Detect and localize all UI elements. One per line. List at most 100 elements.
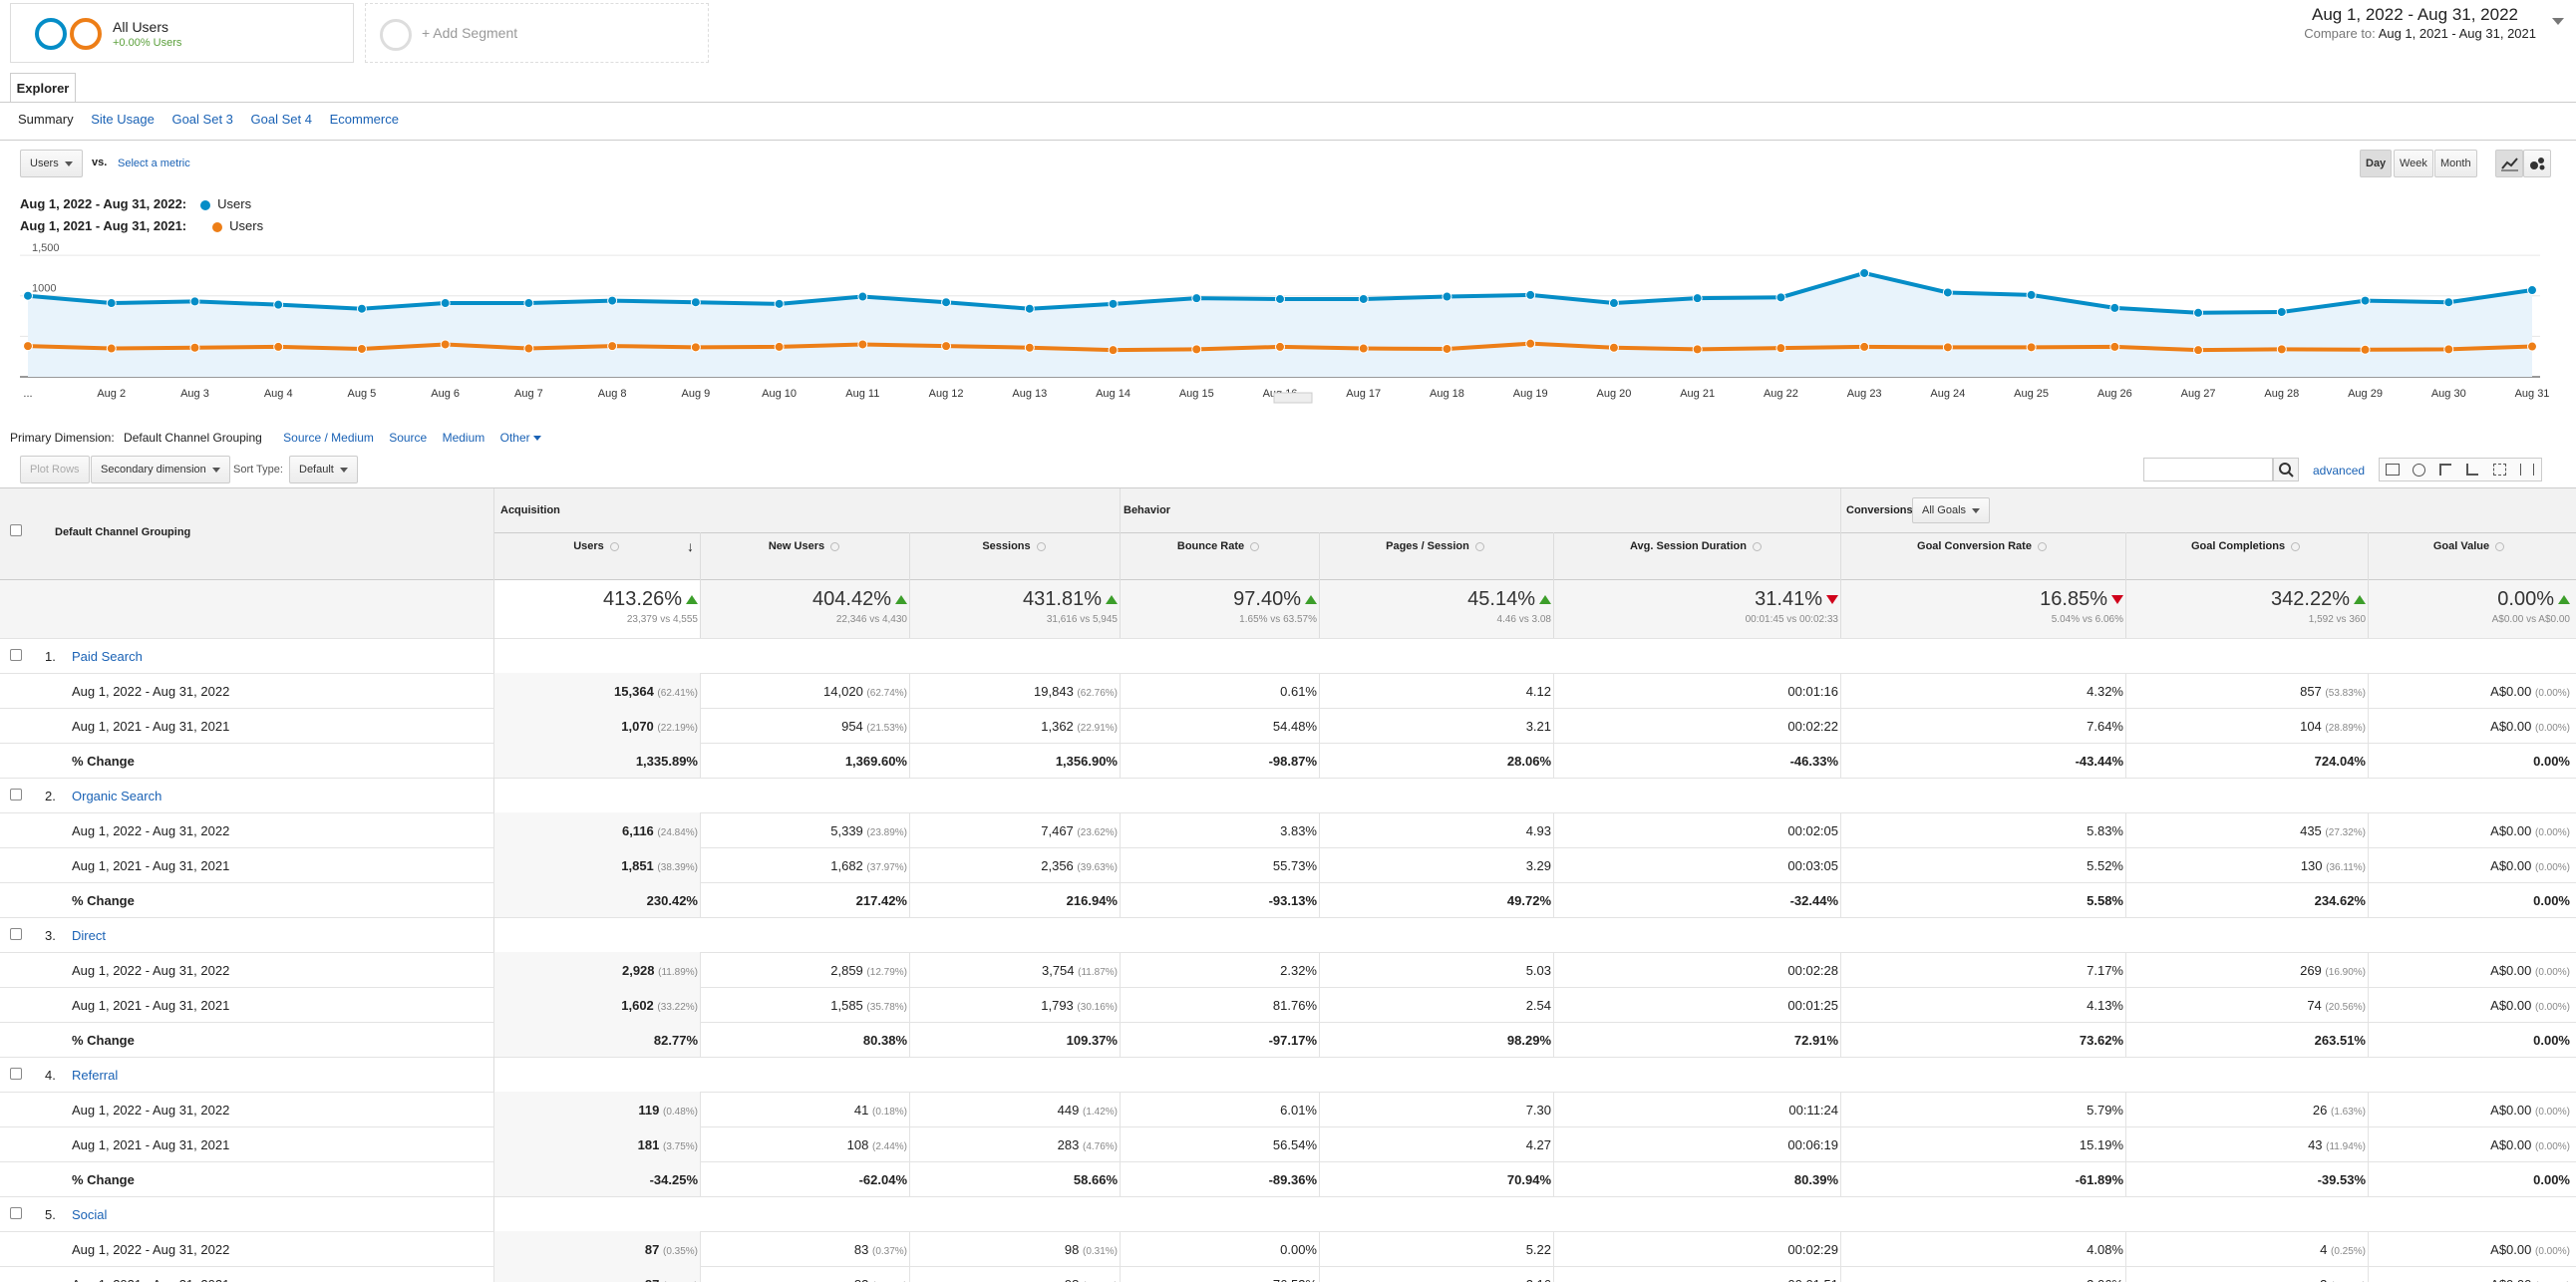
term-cloud-view-icon[interactable] xyxy=(2493,464,2506,476)
data-point xyxy=(2193,307,2204,318)
row-checkbox[interactable] xyxy=(10,1068,22,1080)
pivot-view-icon[interactable] xyxy=(2520,464,2534,476)
sort-desc-arrow-icon[interactable]: ↓ xyxy=(687,538,694,554)
column-divider xyxy=(1319,708,1320,743)
day-button[interactable]: Day xyxy=(2360,150,2393,177)
pie-chart-view-icon[interactable] xyxy=(2413,464,2425,477)
help-icon[interactable] xyxy=(2291,541,2301,551)
column-header[interactable]: New Users xyxy=(701,536,907,556)
row-checkbox[interactable] xyxy=(10,1207,22,1219)
goal-select[interactable]: All Goals xyxy=(1912,497,1991,523)
metric-cell: A$0.00 (0.00%) xyxy=(2371,858,2570,873)
metric-value: 449 xyxy=(1057,1103,1080,1118)
dimension-source-medium[interactable]: Source / Medium xyxy=(283,431,374,445)
performance-view-icon[interactable] xyxy=(2439,464,2451,476)
column-divider xyxy=(2125,673,2126,708)
row-checkbox[interactable] xyxy=(10,789,22,801)
subtab-goal-set-3[interactable]: Goal Set 3 xyxy=(171,112,233,127)
column-header[interactable]: Goal Conversion Rate xyxy=(1840,536,2123,556)
help-icon[interactable] xyxy=(830,541,840,551)
metric-cell: 00:01:16 xyxy=(1639,684,1838,699)
select-metric-link[interactable]: Select a metric xyxy=(118,158,190,169)
column-header[interactable]: Avg. Session Duration xyxy=(1553,536,1838,556)
dimension-source[interactable]: Source xyxy=(389,431,428,445)
subtab-ecommerce[interactable]: Ecommerce xyxy=(329,112,399,127)
column-header[interactable]: Pages / Session xyxy=(1319,536,1551,556)
data-point xyxy=(1108,298,1119,309)
dimension-other[interactable]: Other xyxy=(499,431,530,445)
metric-share: (12.79%) xyxy=(866,967,907,978)
column-header[interactable]: Users ↓ xyxy=(494,536,698,556)
x-tick-label: Aug 21 xyxy=(1680,388,1715,400)
metric-value: 80.38% xyxy=(862,1033,907,1048)
channel-link[interactable]: Direct xyxy=(72,928,106,943)
comparison-row-label: Aug 1, 2022 - Aug 31, 2022 xyxy=(72,963,230,978)
comparison-view-icon[interactable] xyxy=(2466,464,2478,476)
metric-share: (11.94%) xyxy=(2326,1141,2366,1152)
metric-value: 1,369.60% xyxy=(844,754,907,769)
column-header[interactable]: Goal Value xyxy=(2368,536,2570,556)
column-divider xyxy=(1319,673,1320,708)
channel-link[interactable]: Social xyxy=(72,1207,108,1222)
x-tick-label: Aug 31 xyxy=(2515,388,2550,400)
metric-value: 00:02:29 xyxy=(1787,1242,1838,1257)
select-all-checkbox[interactable] xyxy=(10,524,22,536)
secondary-dimension-label: Secondary dimension xyxy=(101,464,206,476)
month-button[interactable]: Month xyxy=(2434,150,2477,177)
column-divider xyxy=(2368,1266,2369,1282)
column-divider xyxy=(1120,952,1121,987)
dimension-medium[interactable]: Medium xyxy=(442,431,485,445)
add-segment-button[interactable]: + Add Segment xyxy=(365,3,709,63)
line-chart-toggle[interactable] xyxy=(2495,150,2523,177)
subtab-goal-set-4[interactable]: Goal Set 4 xyxy=(250,112,312,127)
sort-type-select[interactable]: Default xyxy=(289,456,358,483)
column-divider xyxy=(700,952,701,987)
data-table-view-icon[interactable] xyxy=(2386,464,2400,476)
plot-rows-button[interactable]: Plot Rows xyxy=(20,456,90,483)
help-icon[interactable] xyxy=(609,541,619,551)
channel-link[interactable]: Paid Search xyxy=(72,649,143,664)
help-icon[interactable] xyxy=(1250,541,1260,551)
search-button[interactable] xyxy=(2273,458,2299,481)
advanced-filter-link[interactable]: advanced xyxy=(2313,464,2366,478)
chevron-down-icon[interactable] xyxy=(2552,18,2564,25)
row-checkbox[interactable] xyxy=(10,928,22,940)
subtab-site-usage[interactable]: Site Usage xyxy=(91,112,155,127)
column-divider xyxy=(493,673,494,708)
metric-select[interactable]: Users xyxy=(20,150,83,177)
metric-share: (28.89%) xyxy=(2325,723,2366,734)
motion-chart-toggle[interactable] xyxy=(2523,150,2551,177)
channel-link[interactable]: Referral xyxy=(72,1068,119,1083)
help-icon[interactable] xyxy=(1036,541,1046,551)
column-divider xyxy=(1120,847,1121,882)
tab-explorer[interactable]: Explorer xyxy=(10,73,76,103)
column-divider xyxy=(2125,882,2126,917)
segment-all-users[interactable]: All Users +0.00% Users xyxy=(10,3,354,63)
subtab-summary[interactable]: Summary xyxy=(18,112,74,127)
comparison-row-label: % Change xyxy=(72,754,135,769)
metric-value: 2,356 xyxy=(1041,858,1074,873)
help-icon[interactable] xyxy=(2037,541,2047,551)
metric-cell: 234.62% xyxy=(2166,893,2366,908)
column-divider xyxy=(493,1022,494,1057)
channel-link[interactable]: Organic Search xyxy=(72,789,162,803)
column-header[interactable]: Goal Completions xyxy=(2125,536,2366,556)
help-icon[interactable] xyxy=(1752,541,1762,551)
column-header-label: Pages / Session xyxy=(1386,540,1469,552)
column-divider xyxy=(1319,532,1320,638)
help-icon[interactable] xyxy=(1474,541,1484,551)
metric-share: (39.63%) xyxy=(1077,862,1118,873)
row-checkbox[interactable] xyxy=(10,649,22,661)
table-search-input[interactable] xyxy=(2143,458,2273,481)
metric-cell: 80.38% xyxy=(708,1033,907,1048)
column-divider xyxy=(493,952,494,987)
column-header[interactable]: Bounce Rate xyxy=(1120,536,1317,556)
column-header[interactable]: Sessions xyxy=(910,536,1118,556)
week-button[interactable]: Week xyxy=(2394,150,2433,177)
help-icon[interactable] xyxy=(2495,541,2505,551)
x-tick-label: Aug 27 xyxy=(2181,388,2216,400)
metric-value: 81.76% xyxy=(1272,998,1317,1013)
primary-dimension-active[interactable]: Default Channel Grouping xyxy=(124,431,262,445)
secondary-dimension-select[interactable]: Secondary dimension xyxy=(91,456,230,483)
metric-value: 216.94% xyxy=(1066,893,1118,908)
